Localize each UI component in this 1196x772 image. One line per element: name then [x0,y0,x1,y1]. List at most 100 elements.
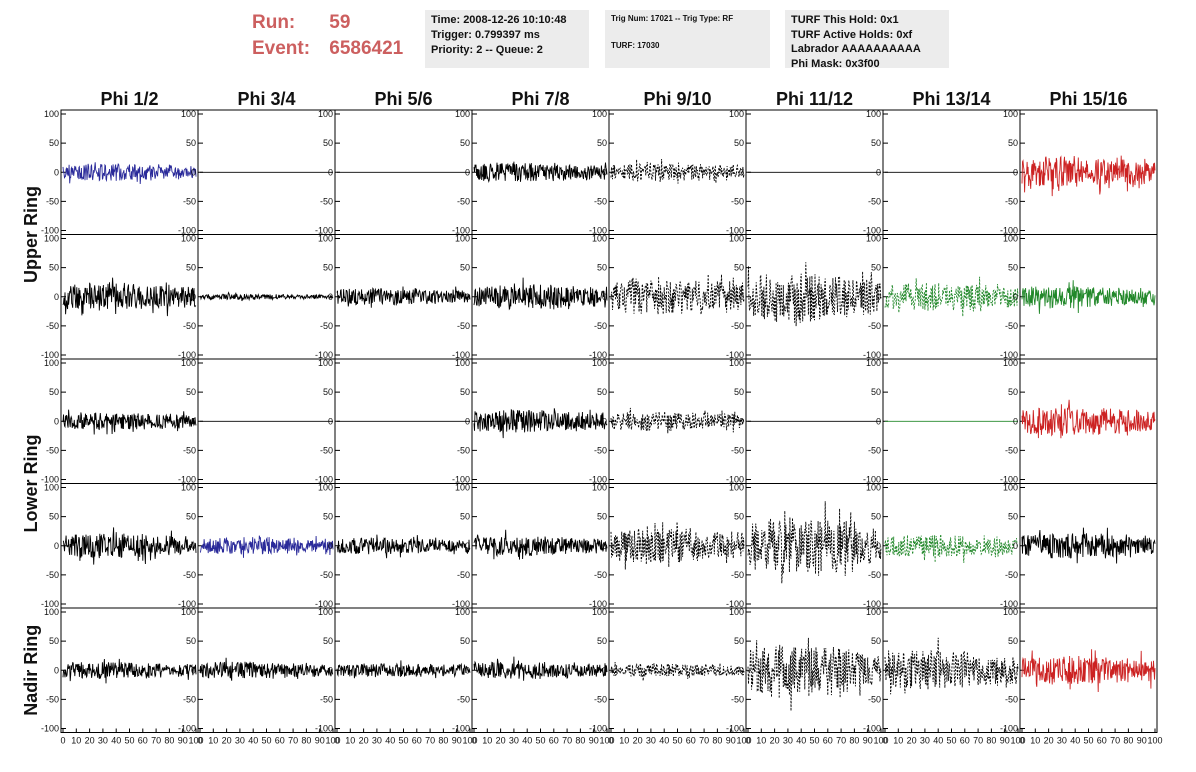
y-tick-label: -100 [452,724,470,734]
waveform-trace [747,262,882,327]
x-tick-label: 100 [736,736,751,746]
y-tick-label: -100 [315,475,333,485]
waveform-trace [62,409,197,435]
waveform-trace [473,277,608,311]
y-tick-label: 50 [49,263,59,273]
y-tick-label: 100 [592,607,607,617]
y-tick-label: -100 [315,724,333,734]
y-tick-label: 0 [465,167,470,177]
x-tick-label: 50 [124,736,134,746]
y-tick-label: 0 [876,167,881,177]
y-tick-label: 100 [866,358,881,368]
y-tick-label: 100 [1003,483,1018,493]
y-tick-label: 100 [1003,358,1018,368]
y-tick-label: 100 [866,607,881,617]
y-tick-label: 0 [328,665,333,675]
y-tick-label: -100 [178,724,196,734]
y-tick-label: -50 [594,445,607,455]
y-tick-label: 50 [871,138,881,148]
x-tick-label: 30 [1057,736,1067,746]
y-tick-label: 50 [1008,138,1018,148]
y-tick-label: -50 [183,445,196,455]
x-tick-label: 90 [178,736,188,746]
x-tick-label: 10 [345,736,355,746]
y-tick-label: -100 [726,599,744,609]
time-text: Time: 2008-12-26 10:10:48 [431,14,567,26]
y-tick-label: -100 [1000,350,1018,360]
y-tick-label: 0 [739,416,744,426]
y-tick-label: -50 [457,445,470,455]
turf-info-box: TURF This Hold: 0x1 TURF Active Holds: 0… [785,10,949,70]
y-tick-label: 0 [54,541,59,551]
waveform-trace [473,408,608,439]
y-tick-label: -100 [41,599,59,609]
y-tick-label: 100 [455,109,470,119]
waveform-trace [473,529,608,560]
y-tick-label: -50 [320,570,333,580]
y-tick-label: 50 [49,138,59,148]
y-tick-label: -100 [726,226,744,236]
x-tick-label: 0 [334,736,339,746]
x-tick-label: 50 [672,736,682,746]
x-tick-label: 90 [589,736,599,746]
y-tick-label: 50 [460,138,470,148]
phi-column-label: Phi 11/12 [776,89,853,109]
x-tick-label: 50 [809,736,819,746]
y-tick-label: -50 [457,694,470,704]
y-tick-label: 0 [602,292,607,302]
y-tick-label: 100 [44,358,59,368]
y-tick-label: 100 [455,358,470,368]
event-line: Event: 6586421 [252,36,403,62]
y-tick-label: 50 [186,263,196,273]
y-tick-label: -50 [320,445,333,455]
y-tick-label: -100 [726,724,744,734]
y-tick-label: 100 [318,607,333,617]
y-tick-label: 50 [871,263,881,273]
waveform-trace [62,527,197,565]
phi-column-label: Phi 7/8 [511,89,569,109]
x-tick-label: 70 [288,736,298,746]
waveform-trace [199,657,334,681]
y-tick-label: -100 [863,724,881,734]
x-tick-label: 0 [882,736,887,746]
y-tick-label: 100 [181,483,196,493]
y-tick-label: 50 [323,512,333,522]
panel-frame [608,358,747,484]
x-tick-label: 50 [946,736,956,746]
x-tick-label: 100 [188,736,203,746]
y-tick-label: -50 [731,570,744,580]
panel-frame [608,109,747,235]
y-tick-label: -50 [868,445,881,455]
waveform-trace [1021,399,1156,439]
waveform-trace [1021,527,1156,564]
x-tick-label: 10 [71,736,81,746]
y-tick-label: 0 [54,665,59,675]
x-tick-label: 0 [471,736,476,746]
run-value: 59 [329,12,351,33]
run-event-block: Run: 59 Event: 6586421 [252,10,403,62]
y-tick-label: 100 [455,607,470,617]
x-tick-label: 100 [1010,736,1025,746]
y-tick-label: -50 [594,196,607,206]
waveform-trace [747,501,882,584]
x-tick-label: 80 [575,736,585,746]
y-tick-label: 100 [318,234,333,244]
y-tick-label: -100 [178,475,196,485]
x-tick-label: 60 [960,736,970,746]
x-tick-label: 80 [986,736,996,746]
y-tick-label: 100 [181,358,196,368]
y-tick-label: -50 [594,570,607,580]
y-tick-label: 0 [465,416,470,426]
x-tick-label: 90 [315,736,325,746]
x-tick-label: 90 [726,736,736,746]
y-tick-label: 0 [1013,167,1018,177]
y-tick-label: 0 [1013,292,1018,302]
x-tick-label: 40 [1070,736,1080,746]
y-tick-label: 50 [49,636,59,646]
y-tick-label: -50 [457,196,470,206]
y-tick-label: 0 [739,541,744,551]
waveform-trace [199,291,334,302]
x-tick-label: 10 [893,736,903,746]
waveform-trace [473,161,608,183]
y-tick-label: -100 [589,599,607,609]
